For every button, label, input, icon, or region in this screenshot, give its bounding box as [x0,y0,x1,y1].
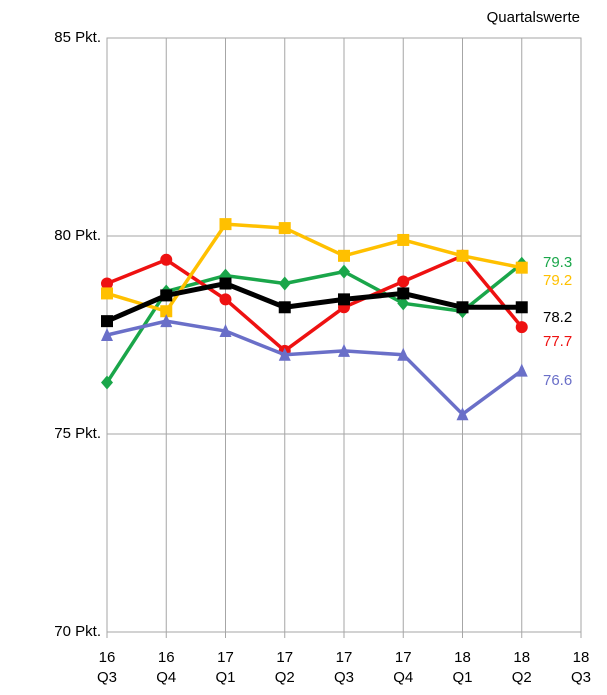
y-tick-label: 80 Pkt. [54,227,101,244]
marker [278,222,291,235]
end-label: 77.7 [543,333,572,350]
x-tick-label: Q2 [275,669,295,686]
marker [160,305,173,318]
x-tick-label: Q3 [571,669,591,686]
x-tick-label: Q3 [97,669,117,686]
marker [219,324,232,338]
marker [515,321,528,334]
x-tick-label: Q3 [334,669,354,686]
x-tick-label: 17 [217,649,234,666]
marker [160,314,173,328]
chart-subtitle: Quartalswerte [487,9,580,26]
x-tick-label: Q1 [452,669,472,686]
marker [397,287,410,300]
series-line [106,319,523,416]
end-label: 76.6 [543,372,572,389]
marker [219,293,232,306]
x-tick-label: Q1 [215,669,235,686]
marker [101,328,113,341]
y-tick-label: 75 Pkt. [54,425,101,442]
marker [456,249,469,262]
marker [456,301,469,314]
marker [456,407,469,421]
marker [101,375,113,390]
marker [338,343,350,357]
x-tick-label: 18 [513,649,530,666]
marker [515,261,528,274]
x-tick-label: 17 [336,649,353,666]
marker [160,253,173,266]
x-tick-label: 16 [158,649,175,666]
marker [278,301,291,314]
marker [515,363,528,377]
marker [338,293,350,306]
x-tick-label: 18 [573,649,590,666]
marker [101,277,113,290]
marker [160,289,173,302]
series-line [105,262,523,384]
series-line [106,222,523,313]
marker [101,287,113,300]
series-line [106,254,524,353]
marker [397,275,410,288]
end-label: 79.3 [543,254,572,271]
x-tick-label: Q4 [393,669,413,686]
marker [219,218,232,231]
marker [338,249,350,262]
end-label: 78.2 [543,309,572,326]
marker [397,296,410,311]
marker [101,315,113,328]
marker [338,264,350,279]
x-tick-label: 18 [454,649,471,666]
marker [278,276,291,291]
marker [219,277,232,290]
series-line [106,281,522,324]
x-tick-label: 17 [276,649,293,666]
x-tick-label: 16 [99,649,116,666]
y-tick-label: 70 Pkt. [54,623,101,640]
marker [397,347,410,361]
end-label: 79.2 [543,272,572,289]
marker [515,301,528,314]
marker [278,347,291,361]
marker [397,233,410,246]
y-tick-label: 85 Pkt. [54,29,101,46]
x-tick-label: 17 [395,649,412,666]
x-tick-label: Q2 [512,669,532,686]
x-tick-label: Q4 [156,669,176,686]
